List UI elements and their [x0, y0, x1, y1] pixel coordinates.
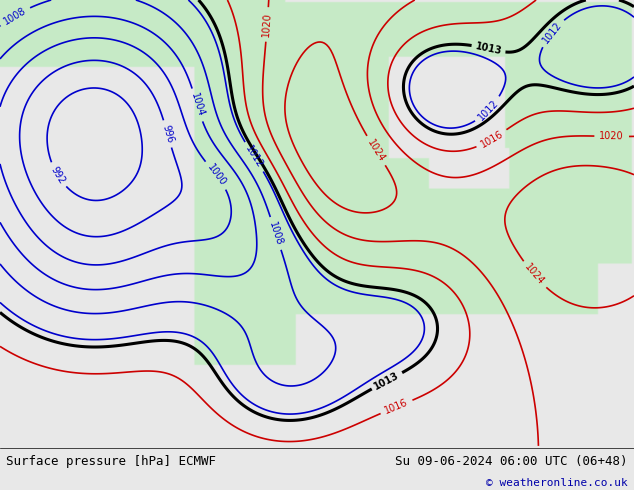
Text: 1016: 1016	[479, 128, 505, 149]
Text: 1008: 1008	[267, 220, 284, 246]
Text: 1012: 1012	[540, 20, 564, 46]
Text: 1024: 1024	[365, 138, 387, 164]
Text: 1012: 1012	[243, 144, 265, 170]
Text: 996: 996	[160, 123, 175, 144]
Text: 1008: 1008	[2, 5, 28, 26]
Text: 1024: 1024	[522, 262, 546, 288]
Text: 1012: 1012	[476, 98, 501, 122]
Text: 1000: 1000	[205, 162, 228, 188]
Text: © weatheronline.co.uk: © weatheronline.co.uk	[486, 478, 628, 489]
Text: 1016: 1016	[384, 397, 410, 416]
Text: 992: 992	[49, 165, 67, 186]
Text: 1020: 1020	[261, 12, 273, 37]
Text: 1004: 1004	[189, 92, 205, 118]
Text: 1013: 1013	[474, 41, 503, 56]
Text: Su 09-06-2024 06:00 UTC (06+48): Su 09-06-2024 06:00 UTC (06+48)	[395, 455, 628, 468]
Text: 1020: 1020	[599, 131, 624, 142]
Text: Surface pressure [hPa] ECMWF: Surface pressure [hPa] ECMWF	[6, 455, 216, 468]
Text: 1013: 1013	[373, 370, 401, 392]
